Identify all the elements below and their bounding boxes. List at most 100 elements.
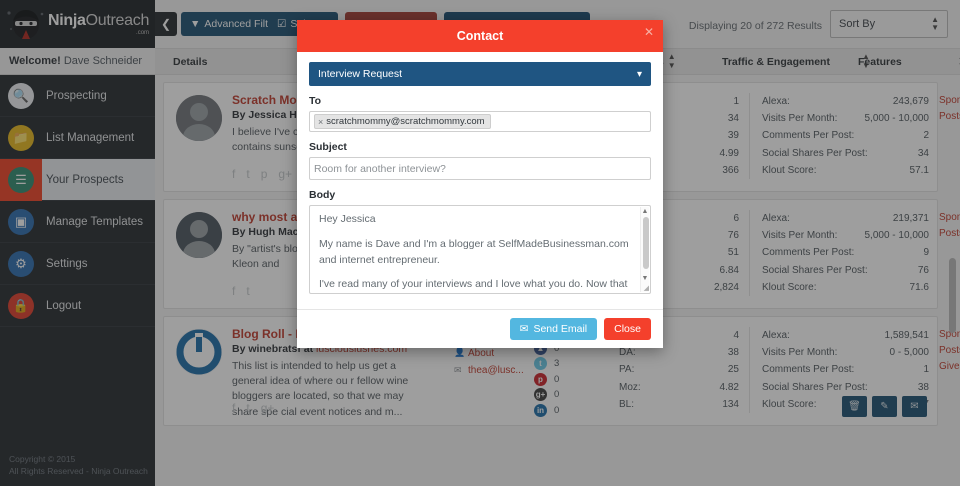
body-scrollbar[interactable]: ▲ ▼ — [640, 207, 649, 292]
sidebar-item-logout[interactable]: 🔒 Logout — [0, 285, 155, 327]
row-title[interactable]: Scratch Mom — [232, 93, 308, 107]
social-stat: in 0 — [534, 403, 559, 419]
scroll-down-icon[interactable]: ▼ — [641, 275, 649, 282]
close-icon[interactable]: ✕ — [643, 25, 654, 39]
modal-header: Contact ✕ — [297, 20, 663, 52]
sidebar-collapse-button[interactable]: ❮ — [155, 12, 177, 36]
sort-by-label: Sort By — [839, 18, 876, 30]
contact-link-about[interactable]: 👤 About — [454, 345, 524, 363]
row-button-edit[interactable]: ✎ — [872, 396, 897, 417]
body-field[interactable]: Hey Jessica My name is Dave and I'm a bl… — [309, 205, 651, 294]
body-scroll-thumb[interactable] — [643, 217, 649, 269]
gear-icon: ⚙ — [8, 250, 34, 277]
column-header-details[interactable]: Details — [173, 56, 207, 68]
resize-handle-icon[interactable]: ◢ — [643, 285, 649, 292]
metric-value: 4.99 — [719, 147, 739, 159]
to-field[interactable]: × scratchmommy@scratchmommy.com — [309, 111, 651, 132]
subject-value: Room for another interview? — [314, 162, 446, 175]
subject-label: Subject — [309, 141, 347, 153]
body-label: Body — [309, 189, 336, 201]
feature-tag: Sponsored Posts — [939, 329, 960, 356]
sort-by-select[interactable]: Sort By ▲ ▼ — [830, 10, 948, 38]
facebook-icon[interactable]: f — [232, 401, 236, 415]
body-paragraph-2: My name is Dave and I'm a blogger at Sel… — [319, 237, 629, 266]
twitter-icon[interactable]: t — [246, 401, 250, 415]
by-prefix: By — [232, 343, 246, 355]
twitter-icon[interactable]: t — [246, 167, 250, 181]
results-scrollbar[interactable] — [949, 78, 956, 482]
metric-row: 4.99 — [619, 145, 739, 162]
user-name: Dave Schneider — [63, 55, 143, 67]
column-header-traffic[interactable]: Traffic & Engagement ▲ ▼ — [722, 52, 870, 70]
sort-icon: ▲▼ — [861, 52, 870, 70]
advanced-filter-label: Advanced Filter — [204, 18, 278, 30]
sidebar-item-manage-templates[interactable]: ▣ Manage Templates — [0, 201, 155, 243]
row-button-trash[interactable]: 🗑 — [842, 396, 867, 417]
feature-tag: Sponsored Posts — [939, 95, 960, 122]
chip-remove-icon[interactable]: × — [318, 116, 324, 127]
sidebar-item-list-management[interactable]: 📁 List Management — [0, 117, 155, 159]
metric-value: 38 — [917, 381, 929, 393]
recipient-chip[interactable]: × scratchmommy@scratchmommy.com — [314, 114, 491, 129]
row-metrics-seo: 1 34 39 4.99 366 — [619, 93, 739, 179]
twitter-icon[interactable]: t — [246, 284, 250, 298]
metric-value: 1 — [923, 364, 929, 376]
metric-value: 1 — [733, 96, 739, 107]
sidebar-icon-wrap: ▣ — [0, 208, 42, 235]
metric-value: 57.1 — [909, 164, 929, 176]
results-list: Scratch Mom By Jessica Heale I believe I'… — [155, 75, 960, 486]
folder-icon: 📁 — [8, 124, 34, 151]
metric-label: Social Shares Per Post: — [762, 147, 868, 159]
metric-row: DA: 38 — [619, 344, 739, 361]
sidebar-icon-wrap: 🔒 — [0, 292, 42, 319]
sidebar-item-label: List Management — [46, 131, 135, 144]
envelope-icon: ✉ — [454, 364, 462, 375]
row-metrics-traffic: Alexa: 243,679 Visits Per Month: 5,000 - 10… — [749, 93, 929, 179]
template-select[interactable]: Interview Request ▾ — [309, 62, 651, 86]
metric-row: Alexa: 243,679 — [762, 93, 929, 110]
brand-logo[interactable]: NinjaOutreach .com — [0, 0, 155, 48]
metric-label: BL: — [619, 398, 635, 410]
send-email-button[interactable]: ✉ Send Email — [509, 318, 598, 340]
sidebar-item-settings[interactable]: ⚙ Settings — [0, 243, 155, 285]
scroll-up-icon[interactable]: ▲ — [641, 208, 649, 215]
row-features: Sponsored Posts — [939, 93, 960, 125]
googleplus-icon[interactable]: g+ — [278, 167, 293, 181]
sidebar-item-your-prospects[interactable]: ☰ Your Prospects — [0, 158, 155, 201]
row-title[interactable]: why most art — [232, 210, 307, 224]
row-button-envelope[interactable]: ✉ — [902, 396, 927, 417]
subject-field[interactable]: Room for another interview? — [309, 157, 651, 180]
metric-row: Klout Score: 71.6 — [762, 279, 929, 296]
brand-suffix: .com — [136, 29, 150, 36]
sidebar-item-label: Prospecting — [46, 89, 107, 102]
scrollbar-thumb[interactable] — [949, 258, 956, 333]
sidebar-item-label: Your Prospects — [46, 173, 124, 186]
welcome-banner: Welcome! Dave Schneider — [0, 48, 155, 75]
metric-value: 0 - 5,000 — [889, 347, 929, 359]
contact-modal: Contact ✕ Interview Request ▾ To × scrat… — [297, 20, 663, 348]
sidebar-icon-wrap: ⚙ — [0, 250, 42, 277]
metric-label: Alexa: — [762, 330, 790, 341]
sidebar-item-label: Logout — [46, 299, 82, 312]
googleplus-icon[interactable]: g+ — [260, 401, 275, 415]
sidebar: NinjaOutreach .com Welcome! Dave Schneid… — [0, 0, 155, 486]
facebook-icon[interactable]: f — [232, 284, 236, 298]
pinterest-icon[interactable]: p — [260, 167, 268, 181]
facebook-icon[interactable]: f — [232, 167, 236, 181]
lock-icon: 🔒 — [8, 292, 34, 319]
metric-row: Comments Per Post: 9 — [762, 244, 929, 261]
edit-icon: ✎ — [880, 401, 889, 412]
column-header-features[interactable]: Features ▲▼ — [858, 52, 960, 70]
pinterest-icon: p — [534, 372, 547, 386]
metric-row: 2,824 — [619, 279, 739, 296]
sidebar-icon-wrap: 📁 — [0, 124, 42, 151]
metric-value: 6.84 — [719, 264, 739, 276]
sidebar-item-prospecting[interactable]: 🔍 Prospecting — [0, 75, 155, 117]
send-email-label: Send Email — [533, 323, 588, 335]
contact-link-thealusc[interactable]: ✉ thea@lusc... — [454, 362, 524, 380]
contact-link-label: About — [468, 347, 495, 359]
close-button[interactable]: Close — [604, 318, 651, 340]
row-social-icons: f t g+ — [232, 401, 274, 415]
